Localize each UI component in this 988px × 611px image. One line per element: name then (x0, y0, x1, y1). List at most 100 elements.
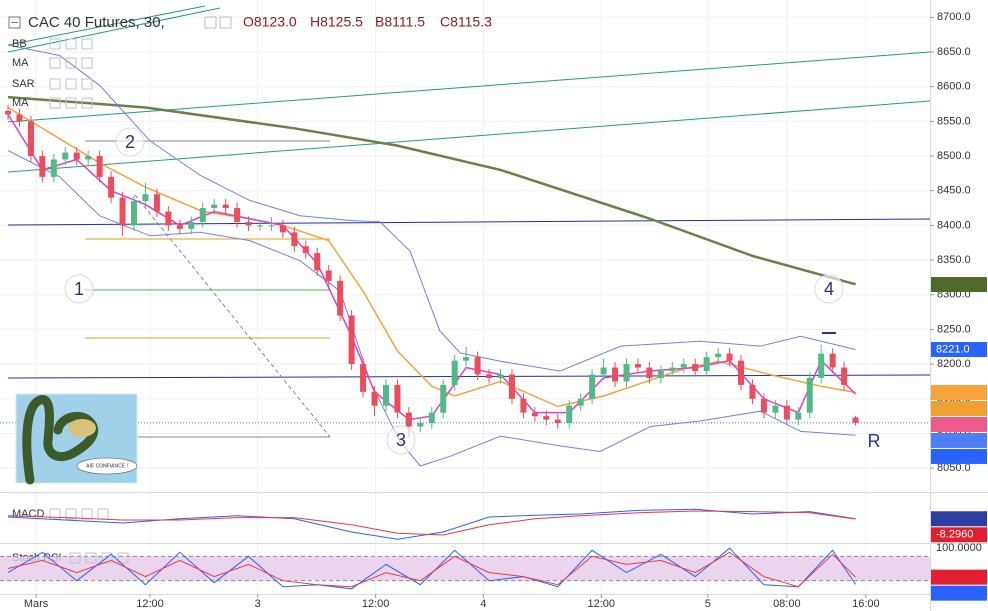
candle-body (486, 374, 493, 378)
candle-body (508, 374, 515, 399)
y-tick-label: 8700.0 (937, 11, 971, 23)
price-label-bg (931, 342, 987, 358)
stoch-line (7, 551, 856, 588)
price-label-bg (931, 448, 987, 464)
sticker-head (68, 419, 96, 437)
price-label-bg (931, 400, 987, 416)
candle-body (440, 384, 447, 413)
x-tick-label: 12:00 (588, 598, 616, 610)
candle-body (394, 384, 401, 413)
candle-body (577, 398, 584, 406)
candle-body (497, 374, 504, 378)
candle-body (589, 374, 596, 399)
candle-body (680, 364, 687, 368)
candle-body (131, 201, 138, 226)
horizontal-line (7, 218, 931, 226)
candle-body (692, 364, 699, 372)
candle-body (634, 364, 641, 368)
candle-body (657, 371, 664, 378)
indicator-label: SAR (12, 78, 35, 90)
candle-body (749, 384, 756, 399)
candle-body (325, 270, 332, 281)
candle-body (302, 246, 309, 254)
x-tick-label: 5 (705, 598, 711, 610)
dashed-line (134, 194, 331, 438)
annotation-circle (814, 274, 844, 304)
candle-body (428, 412, 435, 424)
ohlc-value: B8111.5 (375, 14, 425, 30)
collapse-icon[interactable] (8, 16, 21, 29)
candle-body (852, 417, 859, 423)
candle-body (165, 211, 172, 226)
widget-icon (49, 57, 61, 69)
trend-line (7, 7, 221, 53)
price-label: 100.0000 (936, 542, 982, 554)
y-tick-label: 8350.0 (937, 254, 971, 266)
candle-body (726, 353, 733, 361)
macd-pane: MACD -8.2960 (7, 508, 987, 543)
annotation: 1 (74, 279, 84, 299)
price-label-bg (931, 585, 987, 601)
indicator-label: MA (12, 97, 29, 109)
annotations: 1 2 3 4 R (64, 127, 881, 455)
annotation-circle (64, 274, 94, 304)
candle-body (738, 360, 745, 385)
y-tick-label: 8550.0 (937, 115, 971, 127)
x-tick-label: 4 (480, 598, 486, 610)
annotation: 4 (824, 279, 834, 299)
price-label-bg (931, 416, 987, 432)
candle-body (795, 412, 802, 420)
candle-body (85, 156, 92, 160)
widget-icon[interactable] (204, 16, 217, 29)
candle-body (405, 412, 412, 427)
candle-body (612, 367, 619, 382)
candle-body (108, 176, 115, 198)
candle-body (806, 377, 813, 413)
widget-icon (81, 97, 93, 109)
candle-body (520, 398, 527, 413)
candle-body (841, 367, 848, 385)
candle-body (348, 315, 355, 365)
annotation-circle (386, 425, 416, 455)
candle-body (829, 353, 836, 368)
trend-line (7, 5, 206, 46)
stoch-band (0, 556, 930, 581)
x-tick-label: 3 (255, 598, 261, 610)
candle-body (669, 367, 676, 372)
y-tick-label: 8250.0 (937, 323, 971, 335)
candle-body (623, 364, 630, 382)
price-label: -8.2960 (936, 529, 973, 541)
widget-icon (101, 552, 113, 564)
widget-icon (117, 552, 129, 564)
widget-icon (81, 38, 93, 50)
candle-body (818, 353, 825, 378)
candle-body (783, 405, 790, 420)
candle-body (279, 225, 286, 233)
candle-body (337, 280, 344, 316)
ohlc-value: O8123.0 (243, 14, 297, 30)
speech-bubble (76, 457, 138, 475)
candle-body (554, 419, 561, 424)
candle-body (211, 204, 218, 209)
price-label-bg (931, 511, 987, 527)
candle-body (50, 159, 57, 177)
candle-body (5, 110, 12, 115)
y-tick-label: 8450.0 (937, 185, 971, 197)
candle-body (531, 412, 538, 417)
widget-icon (65, 508, 77, 520)
candle-body (199, 208, 206, 222)
annotation-circle (115, 127, 145, 157)
widget-icon[interactable] (219, 16, 232, 29)
candle-body (234, 208, 241, 222)
chart-title: CAC 40 Futures, 30, (28, 14, 165, 31)
indicator-label: BB (12, 38, 27, 50)
candle-body (371, 391, 378, 406)
overlay-line (7, 150, 856, 467)
candle-body (176, 225, 183, 229)
x-tick-label: 08:00 (773, 598, 801, 610)
axes: 8050.08100.08150.08200.08250.08300.08350… (24, 11, 987, 610)
price-label-bg (931, 432, 987, 448)
candle-body (646, 367, 653, 378)
